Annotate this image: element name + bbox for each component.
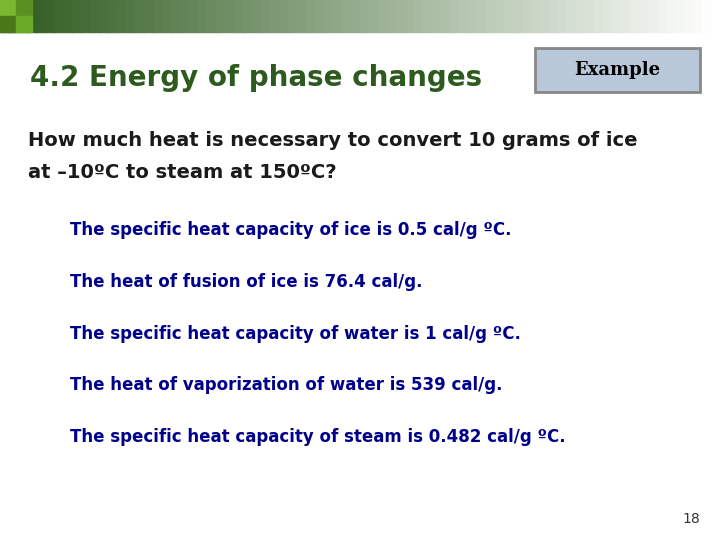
Bar — [513, 0, 523, 32]
Bar — [468, 0, 477, 32]
Bar — [198, 0, 207, 32]
Bar — [459, 0, 469, 32]
Bar — [144, 0, 153, 32]
Text: at –10ºC to steam at 150ºC?: at –10ºC to steam at 150ºC? — [28, 163, 337, 181]
Bar — [387, 0, 397, 32]
Bar — [639, 0, 649, 32]
Bar — [0, 0, 9, 32]
Bar — [405, 0, 415, 32]
Text: The specific heat capacity of ice is 0.5 cal/g ºC.: The specific heat capacity of ice is 0.5… — [70, 221, 511, 239]
Bar — [567, 0, 577, 32]
Bar — [603, 0, 613, 32]
Bar — [63, 0, 73, 32]
Bar — [315, 0, 325, 32]
Bar — [180, 0, 189, 32]
Bar — [594, 0, 603, 32]
Bar — [549, 0, 559, 32]
Bar — [135, 0, 145, 32]
Bar — [531, 0, 541, 32]
Bar — [477, 0, 487, 32]
Bar — [495, 0, 505, 32]
Text: The heat of fusion of ice is 76.4 cal/g.: The heat of fusion of ice is 76.4 cal/g. — [70, 273, 423, 291]
Bar — [423, 0, 433, 32]
Bar — [45, 0, 55, 32]
Bar — [270, 0, 279, 32]
Bar — [333, 0, 343, 32]
Bar — [540, 0, 549, 32]
Bar — [16, 0, 32, 16]
Bar — [585, 0, 595, 32]
Bar — [684, 0, 693, 32]
Bar — [522, 0, 531, 32]
Bar — [252, 0, 261, 32]
Bar — [612, 0, 621, 32]
Bar — [648, 0, 657, 32]
Text: Example: Example — [575, 61, 660, 79]
Bar — [81, 0, 91, 32]
Bar — [117, 0, 127, 32]
Bar — [432, 0, 441, 32]
Bar — [9, 0, 19, 32]
Bar — [54, 0, 63, 32]
Bar — [225, 0, 235, 32]
Bar — [153, 0, 163, 32]
Bar — [504, 0, 513, 32]
Bar — [297, 0, 307, 32]
FancyBboxPatch shape — [535, 48, 700, 92]
Bar — [99, 0, 109, 32]
Bar — [486, 0, 495, 32]
Text: 4.2 Energy of phase changes: 4.2 Energy of phase changes — [30, 64, 482, 92]
Bar — [18, 0, 27, 32]
Bar — [162, 0, 171, 32]
Bar — [450, 0, 459, 32]
Bar — [342, 0, 351, 32]
Bar — [558, 0, 567, 32]
Text: How much heat is necessary to convert 10 grams of ice: How much heat is necessary to convert 10… — [28, 131, 637, 150]
Bar — [360, 0, 369, 32]
Bar — [441, 0, 451, 32]
Bar — [126, 0, 135, 32]
Bar — [216, 0, 225, 32]
Bar — [36, 0, 45, 32]
Text: 18: 18 — [683, 512, 700, 526]
Bar — [693, 0, 703, 32]
Bar — [378, 0, 387, 32]
Bar — [261, 0, 271, 32]
Bar — [306, 0, 315, 32]
Bar — [702, 0, 711, 32]
Bar — [621, 0, 631, 32]
Bar — [189, 0, 199, 32]
Bar — [666, 0, 675, 32]
Bar — [711, 0, 720, 32]
Text: The specific heat capacity of steam is 0.482 cal/g ºC.: The specific heat capacity of steam is 0… — [70, 428, 566, 446]
Bar — [0, 16, 16, 32]
Bar — [27, 0, 37, 32]
Bar — [630, 0, 639, 32]
Bar — [207, 0, 217, 32]
Bar — [414, 0, 423, 32]
Bar — [171, 0, 181, 32]
Bar — [369, 0, 379, 32]
Bar — [396, 0, 405, 32]
Bar — [279, 0, 289, 32]
Bar — [657, 0, 667, 32]
Bar — [351, 0, 361, 32]
Bar — [576, 0, 585, 32]
Bar — [90, 0, 99, 32]
Bar — [16, 16, 32, 32]
Bar — [324, 0, 333, 32]
Bar — [288, 0, 297, 32]
Text: The heat of vaporization of water is 539 cal/g.: The heat of vaporization of water is 539… — [70, 376, 503, 394]
Bar — [675, 0, 685, 32]
Bar — [0, 0, 16, 16]
Bar — [72, 0, 81, 32]
Text: The specific heat capacity of water is 1 cal/g ºC.: The specific heat capacity of water is 1… — [70, 325, 521, 343]
Bar — [234, 0, 243, 32]
Bar — [108, 0, 117, 32]
Bar — [243, 0, 253, 32]
